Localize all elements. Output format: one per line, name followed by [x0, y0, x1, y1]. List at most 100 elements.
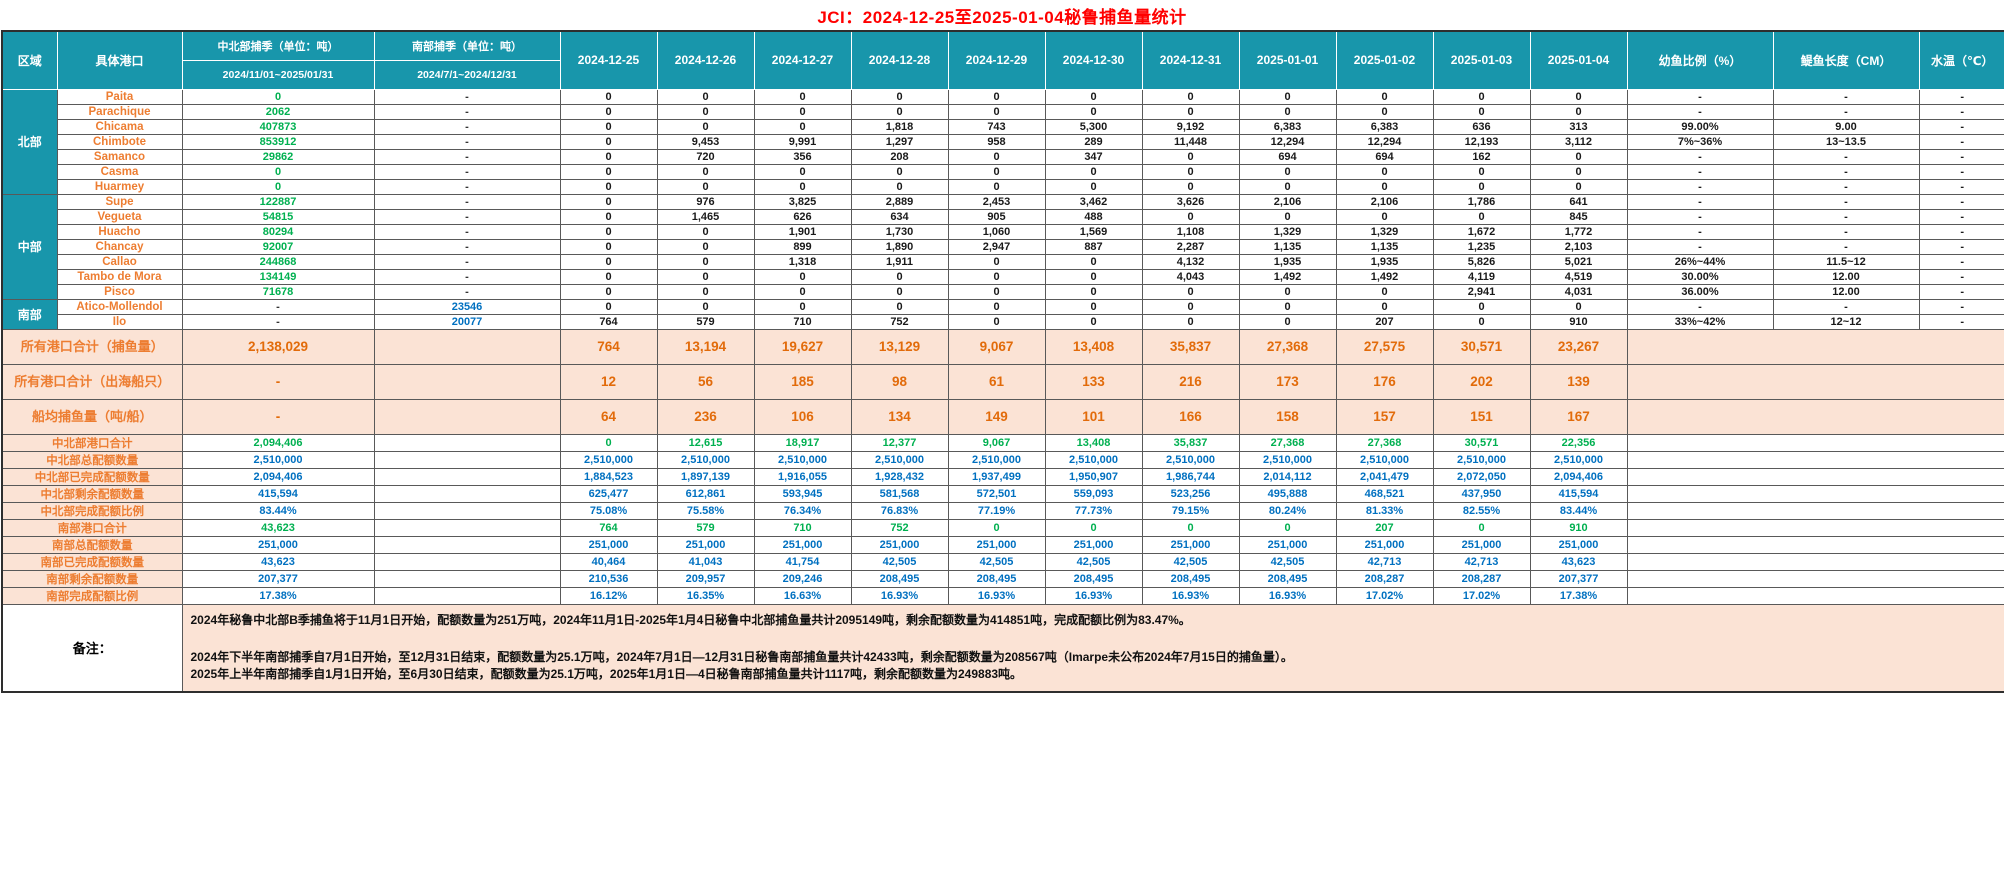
- daily-catch-cell: 0: [559, 118, 658, 135]
- anchovy-length-cell: -: [1772, 298, 1920, 315]
- daily-catch-cell: 0: [1141, 313, 1240, 330]
- col-header-s-season: 南部捕季（单位：吨）: [373, 30, 561, 61]
- daily-catch-cell: 0: [1335, 298, 1434, 315]
- col-header-date-2025-01-02: 2025-01-02: [1335, 30, 1434, 90]
- nc-season-total-cell: 2062: [181, 103, 375, 120]
- quota-daily-cell: 16.93%: [947, 586, 1046, 605]
- daily-catch-cell: 2,106: [1238, 193, 1337, 210]
- anchovy-length-cell: -: [1772, 163, 1920, 180]
- daily-catch-cell: 634: [850, 208, 949, 225]
- summary-daily-cell: 13,408: [1044, 328, 1143, 365]
- fish-catch-table: 区域 具体港口 中北部捕季（单位：吨） 南部捕季（单位：吨） 2024-12-2…: [1, 30, 2004, 693]
- quota-daily-cell: 207: [1335, 518, 1434, 537]
- quota-daily-cell: 251,000: [850, 535, 949, 554]
- daily-catch-cell: 1,569: [1044, 223, 1143, 240]
- daily-catch-cell: 0: [1335, 178, 1434, 195]
- quota-daily-cell: 76.34%: [753, 501, 852, 520]
- quota-daily-cell: 251,000: [1432, 535, 1531, 554]
- s-season-total-cell: 23546: [373, 298, 561, 315]
- col-header-date-2024-12-30: 2024-12-30: [1044, 30, 1143, 90]
- water-temp-cell: -: [1918, 163, 2004, 180]
- quota-daily-cell: 83.44%: [1529, 501, 1628, 520]
- summary-daily-cell: 30,571: [1432, 328, 1531, 365]
- daily-catch-cell: 0: [656, 163, 755, 180]
- nc-season-total-cell: 0: [181, 163, 375, 180]
- juvenile-ratio-cell: -: [1626, 223, 1774, 240]
- quota-daily-cell: 251,000: [1335, 535, 1434, 554]
- summary-label-cell: 所有港口合计（出海船只）: [1, 363, 183, 400]
- anchovy-length-cell: -: [1772, 103, 1920, 120]
- daily-catch-cell: 0: [1529, 103, 1628, 120]
- quota-label-cell: 南部已完成配额数量: [1, 552, 183, 571]
- daily-catch-cell: 1,329: [1335, 223, 1434, 240]
- note-line: 2024年秘鲁中北部B季捕鱼将于11月1日开始，配额数量为251万吨，2024年…: [190, 612, 1191, 627]
- daily-catch-cell: 694: [1335, 148, 1434, 165]
- quota-daily-cell: 12,615: [656, 433, 755, 452]
- s-season-total-cell: -: [373, 103, 561, 120]
- daily-catch-cell: 1,911: [850, 253, 949, 270]
- quota-daily-cell: 2,510,000: [753, 450, 852, 469]
- daily-catch-cell: 752: [850, 313, 949, 330]
- quota-tail-cell: [1626, 535, 2004, 554]
- quota-empty-cell: [373, 450, 561, 469]
- daily-catch-cell: 0: [753, 163, 852, 180]
- daily-catch-cell: 0: [753, 103, 852, 120]
- daily-catch-cell: 162: [1432, 148, 1531, 165]
- daily-catch-cell: 0: [947, 313, 1046, 330]
- nc-season-total-cell: 71678: [181, 283, 375, 300]
- daily-catch-cell: 1,890: [850, 238, 949, 255]
- s-season-total-cell: -: [373, 88, 561, 105]
- summary-daily-cell: 106: [753, 398, 852, 435]
- daily-catch-cell: 2,941: [1432, 283, 1531, 300]
- daily-catch-cell: 2,947: [947, 238, 1046, 255]
- summary-daily-cell: 64: [559, 398, 658, 435]
- daily-catch-cell: 1,492: [1335, 268, 1434, 285]
- quota-daily-cell: 593,945: [753, 484, 852, 503]
- col-header-s-range: 2024/7/1~2024/12/31: [373, 59, 561, 90]
- summary-daily-cell: 166: [1141, 398, 1240, 435]
- quota-empty-cell: [373, 535, 561, 554]
- port-row-chicama: Chicama 407873-0 0 0 1,818 743 5,300 9,192 6,383…: [2, 118, 2004, 135]
- port-name-cell: Casma: [56, 163, 183, 180]
- port-row-huacho: Huacho 80294-0 0 1,901 1,730 1,060 1,569 1,108 1…: [2, 223, 2004, 240]
- daily-catch-cell: 0: [1141, 178, 1240, 195]
- daily-catch-cell: 1,818: [850, 118, 949, 135]
- daily-catch-cell: 0: [656, 118, 755, 135]
- quota-daily-cell: 27,368: [1238, 433, 1337, 452]
- port-row-chancay: Chancay 92007-0 0 899 1,890 2,947 887 2,287 1,13…: [2, 238, 2004, 255]
- quota-row: 南部已完成配额数量 43,623 40,464 41,043 41,754 42,505 4…: [1, 552, 2004, 571]
- anchovy-length-cell: -: [1772, 223, 1920, 240]
- nc-season-total-cell: 54815: [181, 208, 375, 225]
- daily-catch-cell: 0: [1141, 103, 1240, 120]
- quota-daily-cell: 251,000: [753, 535, 852, 554]
- quota-daily-cell: 2,510,000: [947, 450, 1046, 469]
- nc-season-total-cell: 407873: [181, 118, 375, 135]
- summary-empty-cell: [373, 363, 561, 400]
- quota-daily-cell: 2,510,000: [850, 450, 949, 469]
- daily-catch-cell: 0: [1044, 268, 1143, 285]
- quota-empty-cell: [373, 552, 561, 571]
- port-name-cell: Huarmey: [56, 178, 183, 195]
- daily-catch-cell: 1,672: [1432, 223, 1531, 240]
- port-name-cell: Ilo: [56, 313, 183, 330]
- daily-catch-cell: 313: [1529, 118, 1628, 135]
- daily-catch-cell: 5,300: [1044, 118, 1143, 135]
- quota-daily-cell: 523,256: [1141, 484, 1240, 503]
- quota-daily-cell: 40,464: [559, 552, 658, 571]
- quota-daily-cell: 251,000: [656, 535, 755, 554]
- port-row-huarmey: Huarmey 0-0 0 0 0 0 0 0 0 0 0 0- - -: [2, 178, 2004, 195]
- quota-daily-cell: 16.63%: [753, 586, 852, 605]
- port-row-tambo-de-mora: Tambo de Mora 134149-0 0 0 0 0 0 4,043 1,492 1,49…: [2, 268, 2004, 285]
- port-row-casma: Casma 0-0 0 0 0 0 0 0 0 0 0 0- - -: [2, 163, 2004, 180]
- daily-catch-cell: 1,730: [850, 223, 949, 240]
- summary-daily-cell: 23,267: [1529, 328, 1628, 365]
- quota-daily-cell: 43,623: [1529, 552, 1628, 571]
- daily-catch-cell: 0: [656, 253, 755, 270]
- water-temp-cell: -: [1918, 208, 2004, 225]
- col-header-date-2024-12-25: 2024-12-25: [559, 30, 658, 90]
- port-row-parachique: Parachique 2062-0 0 0 0 0 0 0 0 0 0 0- - -: [2, 103, 2004, 120]
- quota-daily-cell: 27,368: [1335, 433, 1434, 452]
- quota-daily-cell: 2,510,000: [559, 450, 658, 469]
- quota-daily-cell: 208,495: [947, 569, 1046, 588]
- summary-label-cell: 所有港口合计（捕鱼量）: [1, 328, 183, 365]
